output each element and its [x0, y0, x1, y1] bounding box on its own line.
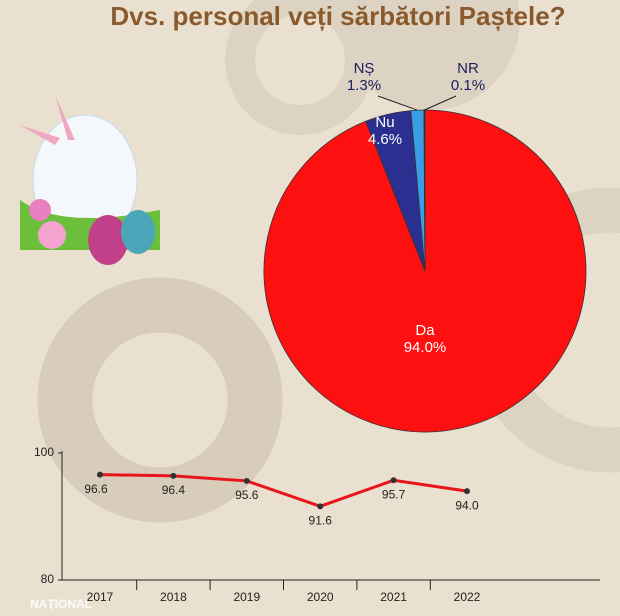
chart-title: Dvs. personal veți sărbători Paștele?: [110, 1, 565, 31]
line-series: [99, 473, 468, 508]
slice-label: NR: [457, 60, 479, 77]
data-point: [243, 477, 250, 484]
data-point: [97, 471, 103, 478]
data-point: [464, 488, 470, 495]
data-label: 91.6: [309, 514, 333, 528]
slice-value-label: 1.3%: [347, 77, 381, 94]
data-label: 95.7: [382, 487, 406, 501]
y-tick-label: 80: [41, 572, 55, 586]
data-point: [390, 477, 397, 484]
slice-label: Nu: [375, 114, 394, 131]
slice-value-label: 4.6%: [368, 131, 402, 148]
data-label: 96.4: [162, 483, 186, 497]
y-tick-label: 100: [34, 445, 54, 459]
data-point: [317, 503, 324, 510]
decor-circle: [340, 0, 520, 110]
leader-line: [424, 95, 457, 111]
decor-circle: [225, 0, 375, 135]
x-tick-label: 2022: [454, 590, 481, 604]
leader-line: [377, 95, 418, 111]
data-point: [170, 472, 177, 479]
data-label: 96.6: [84, 482, 108, 496]
data-label: 95.6: [235, 488, 259, 502]
line-chart: 80 100 2017 2018 2019 2020 2021 2022 96.6 96.4 95.…: [34, 445, 600, 604]
watermark: NAȚIONAL: [30, 597, 92, 611]
decor-circle: [37, 277, 283, 523]
easter-egg-illustration: [20, 95, 160, 265]
x-tick-label: 2021: [380, 590, 407, 604]
x-tick-label: 2020: [307, 590, 334, 604]
data-label: 94.0: [455, 498, 479, 512]
x-tick-label: 2018: [160, 590, 187, 604]
x-tick-label: 2017: [87, 590, 114, 604]
slice-label: Da: [415, 322, 435, 339]
slice-value-label: 94.0%: [404, 339, 447, 356]
x-tick-label: 2019: [233, 590, 260, 604]
slice-label: NȘ: [354, 60, 375, 77]
slice-value-label: 0.1%: [451, 77, 485, 94]
